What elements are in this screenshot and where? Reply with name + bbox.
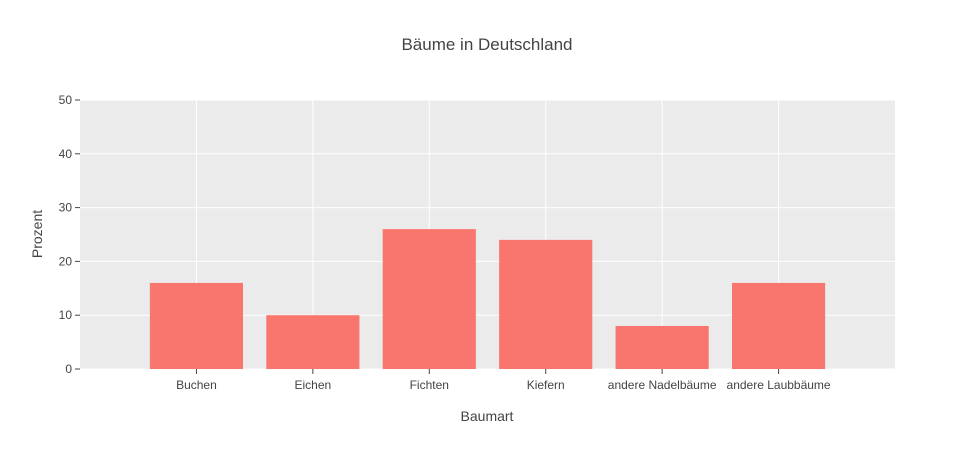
y-axis: 0 10 20 30 40 50 bbox=[59, 93, 80, 376]
bar-fichten bbox=[382, 229, 476, 369]
grid-lines bbox=[80, 99, 895, 370]
y-tick-label: 40 bbox=[59, 147, 73, 161]
y-axis-title: Prozent bbox=[29, 210, 45, 258]
bar-eichen bbox=[266, 315, 360, 369]
bar-andere-laubbäume bbox=[732, 282, 826, 369]
y-tick-label: 10 bbox=[59, 308, 73, 322]
bar-andere-nadelbäume bbox=[615, 325, 709, 369]
y-tick-label: 0 bbox=[65, 362, 72, 376]
bars bbox=[149, 229, 826, 369]
y-tick-label: 50 bbox=[59, 93, 73, 107]
x-axis: Buchen Eichen Fichten Kiefern andere Nadelbä… bbox=[176, 369, 831, 392]
chart-title: Bäume in Deutschland bbox=[401, 35, 572, 54]
x-tick-label: Kiefern bbox=[527, 378, 565, 392]
x-tick-label: Fichten bbox=[410, 378, 449, 392]
x-tick-label: Eichen bbox=[295, 378, 332, 392]
y-tick-label: 30 bbox=[59, 201, 73, 215]
x-axis-title: Baumart bbox=[461, 408, 514, 424]
x-tick-label: Buchen bbox=[176, 378, 217, 392]
bar-buchen bbox=[149, 282, 243, 369]
x-tick-label: andere Nadelbäume bbox=[608, 378, 717, 392]
y-tick-label: 20 bbox=[59, 254, 73, 268]
bar-kiefern bbox=[499, 239, 593, 369]
x-tick-label: andere Laubbäume bbox=[727, 378, 831, 392]
